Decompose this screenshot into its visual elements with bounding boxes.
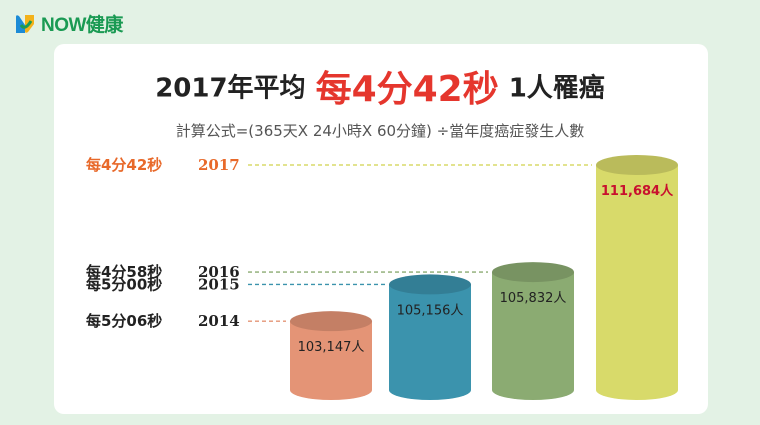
cylinder-top xyxy=(596,155,678,175)
logo-icon xyxy=(16,14,34,33)
formula-subtitle: 計算公式=(365天X 24小時X 60分鐘) ÷當年度癌症發生人數 xyxy=(175,122,585,140)
interval-label: 每4分58秒 xyxy=(86,263,162,281)
year-tick-label: 2017 xyxy=(198,156,240,174)
value-label: 111,684人 xyxy=(601,183,674,199)
logo-text: NOW健康 xyxy=(41,15,123,36)
year-tick-label: 2015 xyxy=(198,275,240,293)
value-label: 105,156人 xyxy=(397,303,464,318)
page-title: 2017年平均 每4分42秒 1人罹癌 xyxy=(0,60,760,112)
year-tick-label: 2016 xyxy=(198,263,240,281)
cylinder-body xyxy=(290,321,372,400)
cylinder-body xyxy=(492,272,574,400)
year-tick-label: 2014 xyxy=(198,312,240,330)
logo: NOW健康 xyxy=(12,10,123,37)
cylinder-body xyxy=(596,165,678,400)
title-prefix: 2017年平均 xyxy=(155,73,306,104)
title-highlight: 每4分42秒 xyxy=(315,69,499,110)
interval-label: 每4分42秒 xyxy=(86,156,162,174)
cylinder-body xyxy=(389,284,471,400)
value-label: 103,147人 xyxy=(298,340,365,355)
cylinder-top xyxy=(290,311,372,332)
interval-label: 每5分06秒 xyxy=(86,312,162,330)
value-label: 105,832人 xyxy=(500,291,567,306)
title-suffix: 1人罹癌 xyxy=(508,73,605,104)
cylinder-top xyxy=(492,262,574,283)
cylinder-top xyxy=(389,274,471,295)
interval-label: 每5分00秒 xyxy=(86,275,162,293)
